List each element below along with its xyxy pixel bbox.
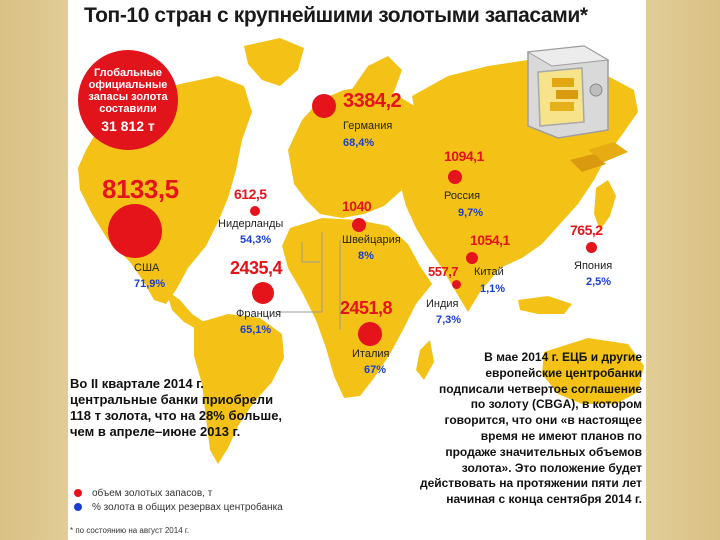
red-dot-icon [74, 489, 82, 498]
gold-share-italy: 67% [364, 364, 387, 376]
reserve-marker-italy [358, 322, 382, 346]
country-name-germany: Германия [343, 120, 393, 132]
country-name-france: Франция [236, 308, 282, 320]
country-name-italy: Италия [352, 348, 390, 360]
country-name-russia: Россия [444, 190, 481, 202]
country-name-japan: Япония [574, 260, 613, 272]
reserve-value-netherlands: 612,5 [234, 186, 267, 202]
country-name-netherlands: Нидерланды [218, 218, 284, 230]
gold-share-france: 65,1% [240, 324, 272, 336]
infographic-panel: Топ-10 стран с крупнейшими золотыми запа… [68, 0, 646, 540]
gold-share-netherlands: 54,3% [240, 234, 272, 246]
indonesia-landmass [518, 296, 572, 314]
scandinavia-landmass [350, 56, 402, 110]
reserve-marker-japan [586, 242, 597, 253]
reserve-value-china: 1054,1 [470, 232, 510, 248]
blue-dot-icon [74, 503, 82, 512]
country-name-india: Индия [426, 298, 459, 310]
gold-share-russia: 9,7% [458, 207, 484, 219]
central-bank-purchases-note: Во II квартале 2014 г. центральные банки… [70, 376, 283, 439]
reserve-marker-china [466, 252, 478, 264]
reserve-value-usa: 8133,5 [102, 174, 179, 204]
europe-landmass [288, 86, 428, 218]
country-name-china: Китай [474, 266, 504, 278]
legend-item-reserves: объем золотых запасов, т [74, 488, 212, 499]
south-america-landmass [194, 314, 284, 464]
page-title: Топ-10 стран с крупнейшими золотыми запа… [84, 4, 588, 27]
reserve-value-india: 557,7 [428, 264, 459, 279]
uk-landmass [294, 144, 310, 172]
gold-share-china: 1,1% [480, 283, 506, 295]
madagascar-landmass [416, 340, 434, 380]
global-reserves-badge: Глобальные официальные запасы золота сос… [78, 50, 178, 150]
australia-landmass [542, 338, 644, 404]
global-reserves-value: 31 812 т [101, 117, 155, 134]
gold-vault-illustration [526, 45, 628, 172]
gold-share-usa: 71,9% [134, 278, 166, 290]
reserve-marker-germany [312, 94, 336, 118]
country-name-switzerland: Швейцария [342, 234, 401, 246]
gold-share-india: 7,3% [436, 314, 462, 326]
country-name-usa: США [134, 262, 160, 274]
reserve-marker-switzerland [352, 218, 366, 232]
gold-share-germany: 68,4% [343, 137, 375, 149]
reserve-value-japan: 765,2 [570, 222, 603, 238]
reserve-value-germany: 3384,2 [343, 90, 402, 112]
global-reserves-label: Глобальные официальные запасы золота сос… [88, 66, 168, 115]
reserve-value-france: 2435,4 [230, 258, 283, 278]
reserve-marker-russia [448, 170, 462, 184]
africa-landmass [282, 218, 432, 398]
central-america-landmass [166, 290, 204, 330]
reserve-marker-netherlands [250, 206, 260, 216]
reserve-value-italy: 2451,8 [340, 298, 393, 318]
reserve-marker-india [452, 280, 461, 289]
legend-item-share: % золота в общих резервах центробанка [74, 502, 283, 513]
gold-share-japan: 2,5% [586, 276, 612, 288]
gold-share-switzerland: 8% [358, 250, 374, 262]
legend-share-label: % золота в общих резервах центробанка [92, 502, 283, 513]
reserve-marker-france [252, 282, 274, 304]
footnote: * по состоянию на август 2014 г. [70, 526, 190, 535]
reserve-marker-usa [108, 204, 162, 258]
reserve-value-switzerland: 1040 [342, 198, 372, 214]
cbga-agreement-note: В мае 2014 г. ЕЦБ и другие европейские ц… [419, 350, 642, 507]
japan-landmass [594, 180, 616, 230]
legend-reserves-label: объем золотых запасов, т [92, 488, 213, 499]
greenland-landmass [244, 38, 304, 86]
reserve-value-russia: 1094,1 [444, 148, 484, 164]
